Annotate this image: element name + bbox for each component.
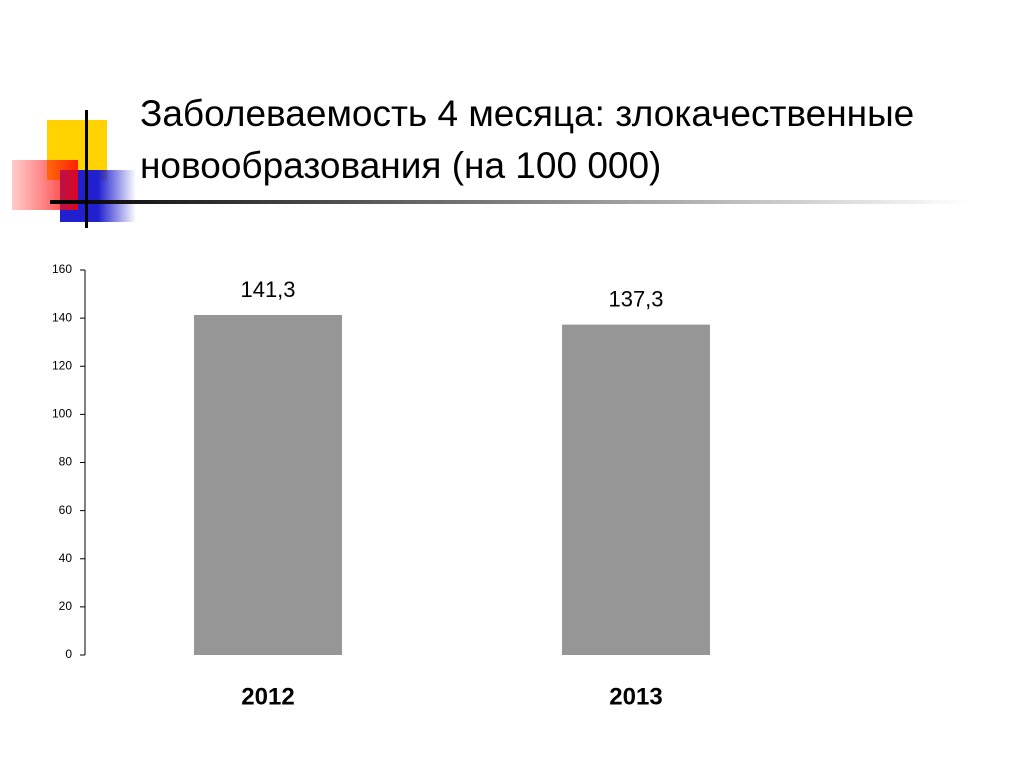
y-tick-label: 120: [52, 358, 72, 372]
bar: [194, 314, 342, 655]
title: Заболеваемость 4 месяца: злокачественные…: [140, 93, 915, 186]
y-tick-label: 80: [59, 455, 73, 469]
x-tick-label: 2012: [241, 683, 294, 710]
y-tick-label: 160: [52, 262, 72, 276]
bar: [562, 324, 710, 655]
value-label: 141,3: [240, 277, 295, 302]
y-tick-label: 100: [52, 407, 72, 421]
y-tick-label: 60: [59, 503, 73, 517]
value-label: 137,3: [608, 286, 663, 311]
y-tick-label: 40: [59, 551, 73, 565]
y-tick-label: 0: [65, 647, 72, 661]
y-tick-label: 140: [52, 310, 72, 324]
decoration: [12, 110, 970, 228]
y-tick-label: 20: [59, 599, 73, 613]
x-tick-label: 2013: [609, 683, 662, 710]
